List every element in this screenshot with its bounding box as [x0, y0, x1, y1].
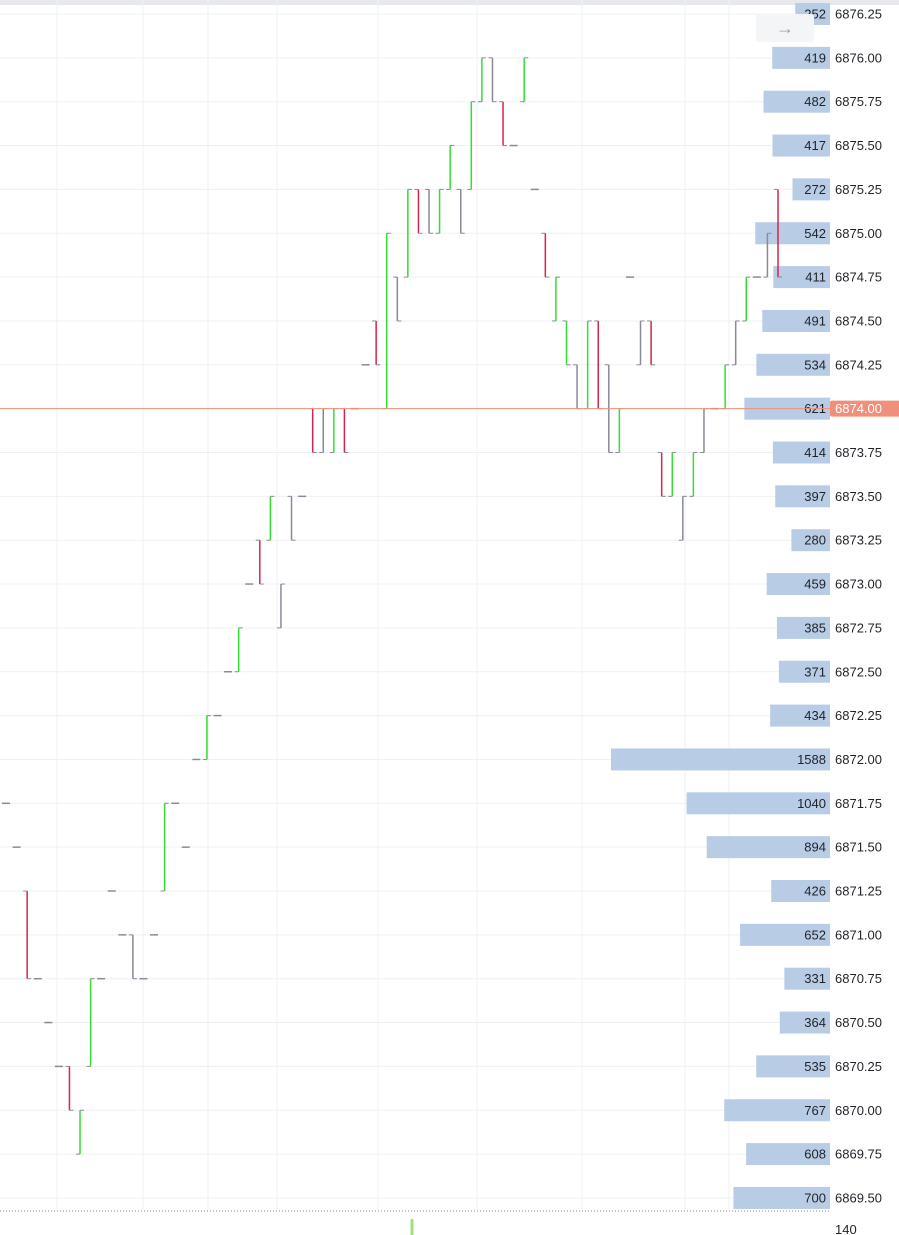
volume-profile-label: 459 [804, 577, 826, 592]
volume-profile: 2524194824172725424114915346214143972804… [611, 3, 830, 1209]
price-axis-label: 6871.75 [835, 796, 882, 811]
price-axis-label: 6871.00 [835, 927, 882, 942]
volume-profile-bar [773, 266, 830, 289]
volume-profile-label: 385 [804, 620, 826, 635]
scroll-to-realtime-button[interactable]: → [756, 14, 814, 42]
current-price-badge [830, 400, 899, 417]
volume-profile-label: 894 [804, 840, 826, 855]
volume-profile-bar [611, 748, 830, 771]
price-axis-label: 6870.25 [835, 1059, 882, 1074]
volume-profile-label: 542 [804, 226, 826, 241]
volume-profile-bar [775, 485, 830, 508]
volume-profile-bar [772, 46, 830, 69]
volume-profile-label: 280 [804, 533, 826, 548]
volume-profile-bar [784, 967, 830, 990]
grid [0, 0, 830, 1210]
volume-profile-label: 414 [804, 445, 826, 460]
price-axis-label: 6872.25 [835, 708, 882, 723]
price-axis-label: 6873.50 [835, 489, 882, 504]
price-axis-label: 6869.75 [835, 1147, 882, 1162]
volume-profile-bar [779, 1011, 830, 1034]
volume-profile-label: 652 [804, 927, 826, 942]
volume-profile-label: 482 [804, 94, 826, 109]
volume-profile-label: 535 [804, 1059, 826, 1074]
volume-profile-bar [772, 134, 830, 157]
volume-profile-label: 1588 [797, 752, 826, 767]
volume-profile-label: 700 [804, 1190, 826, 1205]
volume-profile-label: 419 [804, 50, 826, 65]
volume-profile-label: 397 [804, 489, 826, 504]
volume-profile-label: 434 [804, 708, 826, 723]
arrow-right-icon: → [776, 17, 794, 38]
volume-profile-bar [762, 309, 830, 332]
volume-profile-bar [791, 529, 830, 552]
price-axis-label: 6871.50 [835, 840, 882, 855]
volume-profile-label: 426 [804, 884, 826, 899]
price-axis-label: 6875.75 [835, 94, 882, 109]
volume-profile-bar [686, 792, 830, 815]
volume-profile-label: 417 [804, 138, 826, 153]
volume-profile-bar [724, 1099, 830, 1122]
volume-profile-label: 491 [804, 313, 826, 328]
volume-profile-bar [706, 836, 830, 859]
volume-profile-bar [792, 178, 830, 201]
price-axis-label: 6872.75 [835, 620, 882, 635]
price-axis-label: 6870.50 [835, 1015, 882, 1030]
volume-profile-label: 608 [804, 1147, 826, 1162]
price-axis-label: 6876.25 [835, 7, 882, 22]
price-axis-label: 6871.25 [835, 884, 882, 899]
price-axis-label: 6870.00 [835, 1103, 882, 1118]
price-axis-label: 6872.00 [835, 752, 882, 767]
price-axis: 6876.25 6876.00 6875.75 6875.50 6875.25 6875.… [835, 7, 882, 1206]
price-axis-label: 6869.50 [835, 1190, 882, 1205]
bottom-axis-value: 140 [835, 1222, 857, 1235]
volume-profile-label: 371 [804, 664, 826, 679]
volume-profile-label: 1040 [797, 796, 826, 811]
volume-profile-label: 272 [804, 182, 826, 197]
volume-profile-bar [763, 90, 830, 113]
volume-profile-bar [771, 880, 830, 902]
volume-profile-bar [778, 660, 830, 683]
volume-profile-bar [733, 1186, 830, 1209]
price-axis-label: 6870.75 [835, 971, 882, 986]
volume-profile-bar [746, 1143, 830, 1166]
price-axis-label: 6873.75 [835, 445, 882, 460]
volume-profile-bar [740, 923, 830, 946]
volume-profile-label: 411 [805, 270, 826, 285]
price-axis-label: 6876.00 [835, 50, 882, 65]
price-axis-label: 6874.75 [835, 270, 882, 285]
current-price: 6874.00 [0, 400, 899, 417]
volume-profile-label: 364 [804, 1015, 826, 1030]
current-price-label: 6874.00 [835, 401, 882, 416]
volume-profile-label: 534 [804, 357, 826, 372]
price-axis-label: 6875.50 [835, 138, 882, 153]
price-axis-label: 6873.00 [835, 577, 882, 592]
price-axis-label: 6872.50 [835, 664, 882, 679]
volume-profile-bar [755, 222, 830, 245]
volume-profile-bar [756, 353, 830, 376]
price-axis-label: 6874.25 [835, 357, 882, 372]
top-border [0, 0, 899, 5]
price-axis-label: 6875.00 [835, 226, 882, 241]
price-series [2, 57, 782, 1155]
volume-profile-bar [772, 441, 830, 464]
volume-profile-bar [776, 616, 830, 639]
volume-profile-bar [756, 1055, 830, 1078]
volume-profile-bar [770, 704, 830, 727]
price-axis-label: 6875.25 [835, 182, 882, 197]
volume-profile-label: 331 [804, 971, 826, 986]
price-axis-label: 6874.50 [835, 313, 882, 328]
price-axis-label: 6873.25 [835, 533, 882, 548]
volume-profile-bar [766, 573, 830, 596]
volume-profile-label: 767 [804, 1103, 826, 1118]
